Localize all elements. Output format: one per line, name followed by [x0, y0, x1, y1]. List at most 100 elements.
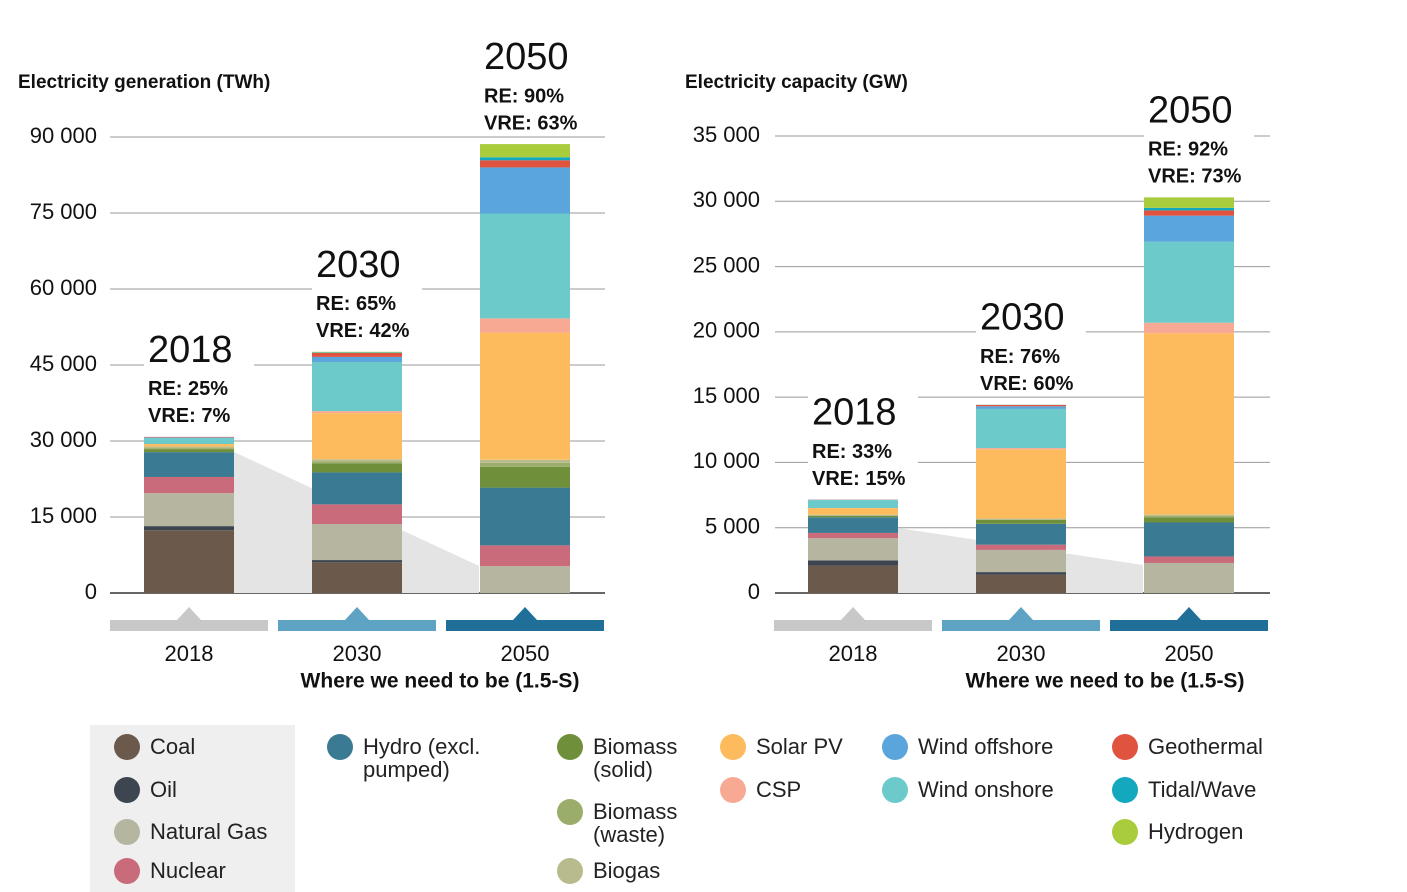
- bar-segment: [312, 472, 402, 505]
- annotation-vre: VRE: 63%: [484, 112, 578, 134]
- bar-segment: [312, 560, 402, 563]
- annotation-background: [480, 36, 590, 135]
- bar-segment: [480, 157, 570, 161]
- bar-segment: [480, 566, 570, 593]
- bar-segment: [1144, 556, 1234, 563]
- annotation-vre: VRE: 42%: [316, 320, 410, 342]
- legend-swatch: [1112, 777, 1138, 803]
- bar-segment: [144, 449, 234, 453]
- bar-segment: [976, 404, 1066, 407]
- y-tick-label: 0: [85, 579, 97, 604]
- bar-segment: Coal: [808, 565, 898, 593]
- bar-segment: [1144, 514, 1234, 516]
- legend-label: Tidal/Wave: [1148, 777, 1257, 802]
- bar-segment: [976, 544, 1066, 550]
- legend-swatch: [720, 777, 746, 803]
- y-tick-label: 15 000: [30, 503, 97, 528]
- chart-title: Electricity generation (TWh): [18, 72, 270, 93]
- y-tick-label: 35 000: [693, 122, 760, 147]
- bar-segment: [312, 463, 402, 473]
- annotation-background: [144, 328, 254, 427]
- bar-segment: [976, 448, 1066, 450]
- bar-segment: [144, 526, 234, 531]
- category-strip: [278, 620, 436, 631]
- y-tick-label: 90 000: [30, 123, 97, 148]
- bar-segment: [480, 167, 570, 214]
- annotation-re: RE: 65%: [316, 293, 396, 315]
- legend-label: Hydro (excl. pumped): [363, 734, 481, 782]
- bar-segment: [480, 487, 570, 546]
- annotation-vre: VRE: 15%: [812, 468, 906, 490]
- category-strip: [446, 620, 604, 631]
- x-tick-label: 2050: [1165, 641, 1214, 666]
- bar-segment: [1144, 197, 1234, 208]
- bar-segment: [976, 406, 1066, 409]
- bar-segment: [312, 504, 402, 525]
- chart-title: Electricity capacity (GW): [685, 72, 908, 93]
- y-tick-label: 5 000: [705, 514, 760, 539]
- bar-segment: Biomass (solid): [808, 515, 898, 518]
- bar-segment: [480, 144, 570, 158]
- y-tick-label: 15 000: [693, 383, 760, 408]
- y-tick-label: 10 000: [693, 448, 760, 473]
- bar-segment: [976, 574, 1066, 593]
- category-strip: [110, 620, 268, 631]
- bar-segment: [312, 413, 402, 460]
- bar-segment: [1144, 517, 1234, 523]
- y-tick-label: 30 000: [693, 187, 760, 212]
- annotation-year: 2030: [316, 244, 401, 286]
- bar-segment: [312, 524, 402, 561]
- bar-segment: [976, 549, 1066, 573]
- category-strip-arrow: [177, 607, 201, 620]
- category-strip-arrow: [1177, 607, 1201, 620]
- legend-swatch: [882, 734, 908, 760]
- bar-segment: [1144, 215, 1234, 242]
- bar-segment: [312, 356, 402, 362]
- legend-label: Biomass (solid): [593, 734, 678, 782]
- annotation-year: 2018: [148, 329, 233, 371]
- category-strip-arrow: [345, 607, 369, 620]
- bar-segment: [976, 519, 1066, 520]
- x-tick-label: 2018: [165, 641, 214, 666]
- bar-segment: [144, 444, 234, 447]
- bar-segment: [1144, 241, 1234, 323]
- bar-segment: [144, 436, 234, 438]
- x-tick-label: 2030: [997, 641, 1046, 666]
- legend-swatch: [720, 734, 746, 760]
- category-strip: [942, 620, 1100, 631]
- bar-segment: [480, 213, 570, 319]
- x-tick-label: 2050: [501, 641, 550, 666]
- y-tick-label: 20 000: [693, 318, 760, 343]
- bar-segment: [144, 493, 234, 527]
- annotation-vre: VRE: 60%: [980, 373, 1074, 395]
- bar-segment: [976, 572, 1066, 575]
- x-tick-label: 2030: [333, 641, 382, 666]
- annotation-year: 2050: [484, 36, 569, 78]
- bar-segment: [976, 449, 1066, 519]
- bar-segment: Oil: [808, 560, 898, 566]
- bar-segment: [312, 351, 402, 353]
- bar-segment: [312, 361, 402, 412]
- category-strip-arrow: [1009, 607, 1033, 620]
- annotation-re: RE: 76%: [980, 346, 1060, 368]
- legend-label: Geothermal: [1148, 734, 1263, 759]
- bar-segment: [144, 448, 234, 450]
- bar-segment: [312, 352, 402, 353]
- y-tick-label: 25 000: [693, 252, 760, 277]
- bar-segment: [1144, 515, 1234, 518]
- y-tick-label: 0: [748, 579, 760, 604]
- legend-swatch: [557, 734, 583, 760]
- legend-swatch: [1112, 819, 1138, 845]
- y-tick-label: 75 000: [30, 199, 97, 224]
- legend-label: Oil: [150, 777, 177, 802]
- bar-segment: [1144, 207, 1234, 211]
- annotation-year: 2030: [980, 297, 1065, 339]
- category-strip-arrow: [513, 607, 537, 620]
- bar-segment: [144, 437, 234, 438]
- annotation-re: RE: 33%: [812, 441, 892, 463]
- bar-segment: Wind onshore: [808, 500, 898, 508]
- bar-segment: Biogas: [808, 514, 898, 516]
- bar-segment: Nuclear: [808, 532, 898, 539]
